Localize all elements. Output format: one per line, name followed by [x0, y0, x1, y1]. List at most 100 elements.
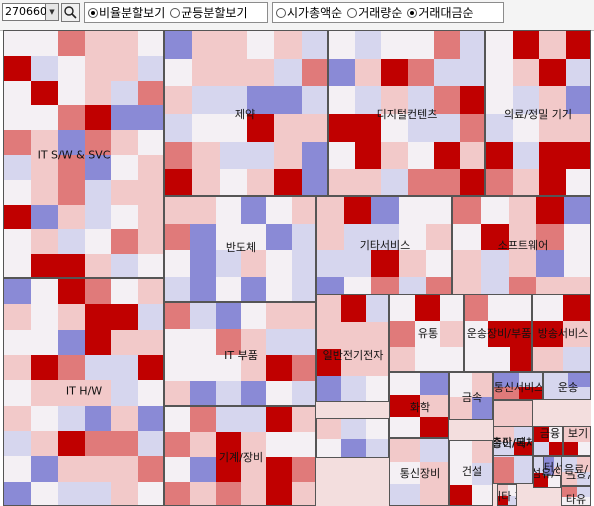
stock-cell[interactable] [534, 442, 550, 455]
stock-cell[interactable] [247, 114, 276, 143]
sector-12[interactable]: 운송장비/부품 [464, 294, 532, 372]
stock-cell[interactable] [407, 58, 435, 88]
stock-cell[interactable] [425, 250, 451, 278]
stock-cell[interactable] [57, 329, 86, 356]
stock-cell[interactable] [190, 276, 217, 301]
stock-cell[interactable] [487, 347, 512, 371]
stock-cell[interactable] [57, 380, 86, 407]
stock-cell[interactable] [30, 279, 59, 306]
stock-cell[interactable] [565, 86, 590, 115]
stock-cell[interactable] [494, 442, 515, 455]
stock-cell[interactable] [514, 457, 532, 483]
stock-cell[interactable] [30, 355, 59, 382]
stock-cell[interactable] [568, 373, 590, 388]
stock-cell[interactable] [215, 223, 242, 251]
stock-cell[interactable] [30, 329, 59, 356]
stock-cell[interactable] [510, 321, 531, 348]
stock-cell[interactable] [341, 322, 367, 350]
stock-cell[interactable] [494, 387, 520, 399]
stock-cell[interactable] [241, 432, 268, 458]
stock-cell[interactable] [4, 431, 32, 458]
stock-cell[interactable] [165, 250, 192, 278]
sector-5[interactable]: 반도체 [164, 196, 316, 302]
stock-cell[interactable] [365, 295, 388, 323]
sector-27[interactable]: 출판/매체 [493, 426, 533, 456]
stock-cell[interactable] [4, 204, 32, 231]
stock-cell[interactable] [568, 387, 590, 399]
stock-cell[interactable] [165, 329, 192, 356]
stock-cell[interactable] [241, 407, 268, 433]
stock-cell[interactable] [138, 380, 163, 407]
stock-cell[interactable] [539, 141, 567, 171]
stock-cell[interactable] [111, 130, 140, 156]
stock-cell[interactable] [564, 442, 579, 455]
stock-cell[interactable] [508, 223, 538, 251]
stock-cell[interactable] [138, 254, 163, 277]
stock-cell[interactable] [266, 457, 293, 483]
stock-cell[interactable] [266, 381, 293, 405]
stock-cell[interactable] [84, 380, 113, 407]
stock-cell[interactable] [433, 114, 461, 143]
stock-cell[interactable] [512, 141, 540, 171]
stock-cell[interactable] [562, 472, 578, 485]
stock-cell[interactable] [30, 431, 59, 458]
stock-cell[interactable] [190, 250, 217, 278]
stock-cell[interactable] [4, 55, 32, 82]
stock-cell[interactable] [138, 179, 163, 206]
stock-cell[interactable] [84, 405, 113, 432]
stock-cell[interactable] [266, 197, 293, 225]
stock-cell[interactable] [544, 373, 569, 388]
stock-cell[interactable] [355, 86, 383, 115]
stock-cell[interactable] [365, 322, 388, 350]
stock-cell[interactable] [433, 31, 461, 60]
view-ratio-option[interactable]: 비율분할보기 [88, 4, 165, 21]
stock-cell[interactable] [578, 427, 590, 443]
sort-marketcap-option[interactable]: 시가총액순 [276, 4, 342, 21]
stock-cell[interactable] [138, 456, 163, 483]
stock-cell[interactable] [536, 197, 566, 225]
stock-cell[interactable] [266, 329, 293, 356]
stock-cell[interactable] [190, 381, 217, 405]
sector-30[interactable]: 음료/ [561, 456, 591, 486]
stock-cell[interactable] [57, 304, 86, 331]
stock-cell[interactable] [57, 254, 86, 277]
stock-cell[interactable] [291, 432, 315, 458]
sector-1[interactable]: IT S/W & SVC [3, 30, 164, 278]
sector-15[interactable]: 운송 [543, 372, 591, 400]
stock-cell[interactable] [4, 130, 32, 156]
stock-cell[interactable] [329, 141, 357, 171]
stock-cell[interactable] [512, 169, 540, 195]
sector-14[interactable]: 통신서비스 [493, 372, 543, 400]
stock-cell[interactable] [291, 355, 315, 382]
stock-cell[interactable] [138, 31, 163, 57]
stock-cell[interactable] [341, 295, 367, 323]
stock-cell[interactable] [138, 431, 163, 458]
sector-4[interactable]: 의료/정밀 기기 [485, 30, 591, 196]
stock-cell[interactable] [84, 431, 113, 458]
stock-cell[interactable] [433, 58, 461, 88]
stock-cell[interactable] [317, 295, 343, 323]
stock-cell[interactable] [30, 105, 59, 132]
stock-cell[interactable] [365, 439, 388, 457]
stock-cell[interactable] [190, 482, 217, 505]
stock-cell[interactable] [539, 58, 567, 88]
stock-cell[interactable] [344, 223, 373, 251]
view-equal-option[interactable]: 균등분할보기 [170, 4, 248, 21]
stock-cell[interactable] [390, 321, 416, 348]
code-dropdown-button[interactable]: ▼ [46, 3, 59, 21]
sort-volume-option[interactable]: 거래량순 [347, 4, 402, 21]
stock-cell[interactable] [536, 250, 566, 278]
stock-cell[interactable] [544, 457, 555, 468]
radio-icon[interactable] [407, 7, 418, 18]
stock-cell[interactable] [138, 155, 163, 181]
stock-cell[interactable] [84, 130, 113, 156]
stock-cell[interactable] [415, 347, 441, 371]
stock-cell[interactable] [494, 401, 515, 430]
stock-cell[interactable] [508, 197, 538, 225]
stock-cell[interactable] [533, 347, 564, 371]
stock-cell[interactable] [415, 321, 441, 348]
radio-icon[interactable] [88, 7, 98, 18]
stock-cell[interactable] [472, 397, 492, 419]
stock-cell[interactable] [241, 482, 268, 505]
stock-cell[interactable] [215, 303, 242, 330]
